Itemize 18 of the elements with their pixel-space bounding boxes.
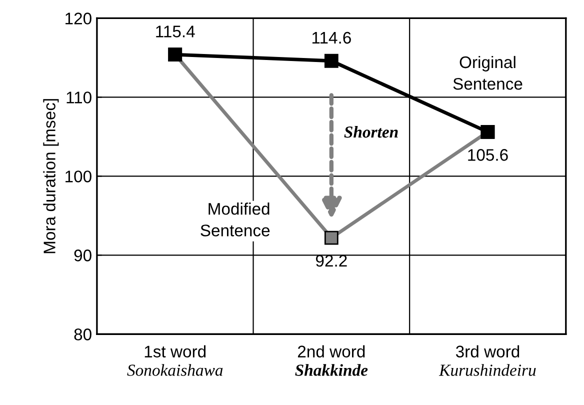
data-label: 114.6 [312, 32, 351, 44]
data-label: 105.6 [468, 149, 508, 161]
y-axis-title: Mora duration [msec] [43, 99, 59, 254]
annotation: Shorten [344, 126, 398, 138]
y-tick-label: 100 [66, 170, 92, 182]
category-label: 1st word Sonokaishawa [127, 345, 223, 376]
y-tick-label: 110 [66, 92, 92, 104]
y-tick-label: 120 [66, 12, 92, 24]
y-tick-label: 90 [74, 250, 92, 262]
category-label: 3rd word Kurushindeiru [438, 345, 536, 376]
y-tick-label: 80 [74, 328, 92, 340]
category-label: 2nd word Shakkinde [295, 345, 368, 376]
data-label: 115.4 [156, 26, 195, 38]
series-label: Original Sentence [453, 56, 522, 90]
series-label: Modified Sentence [200, 202, 270, 236]
point [324, 230, 338, 245]
data-label: 92.2 [316, 254, 347, 267]
point [324, 54, 338, 68]
